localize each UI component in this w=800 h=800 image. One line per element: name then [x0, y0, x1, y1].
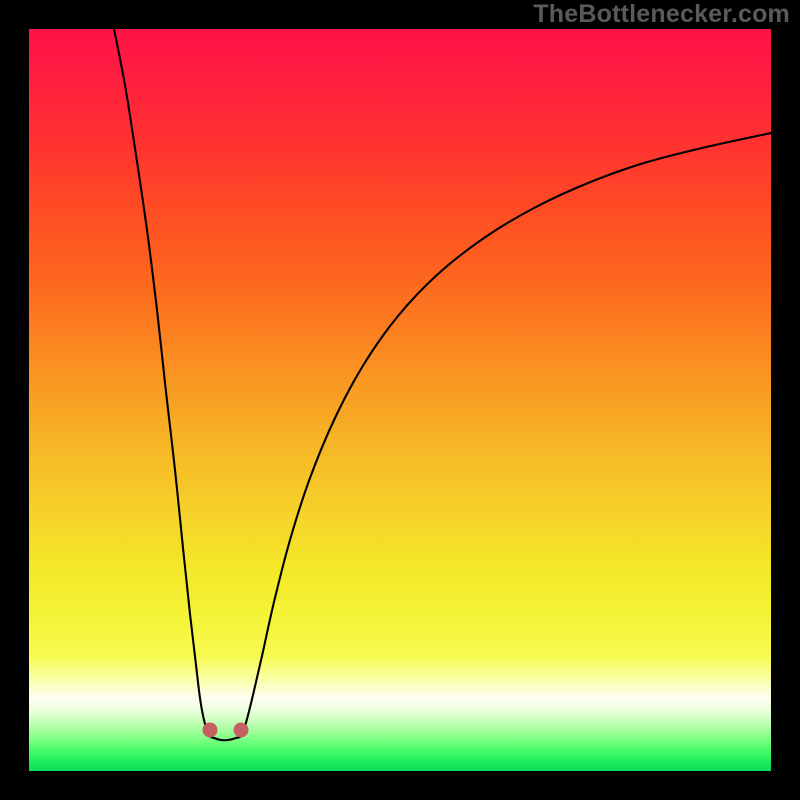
gradient-background [29, 29, 771, 771]
curve-endpoint-1 [234, 723, 249, 738]
curve-endpoint-0 [203, 723, 218, 738]
chart-stage: TheBottlenecker.com [0, 0, 800, 800]
chart-svg [0, 0, 800, 800]
